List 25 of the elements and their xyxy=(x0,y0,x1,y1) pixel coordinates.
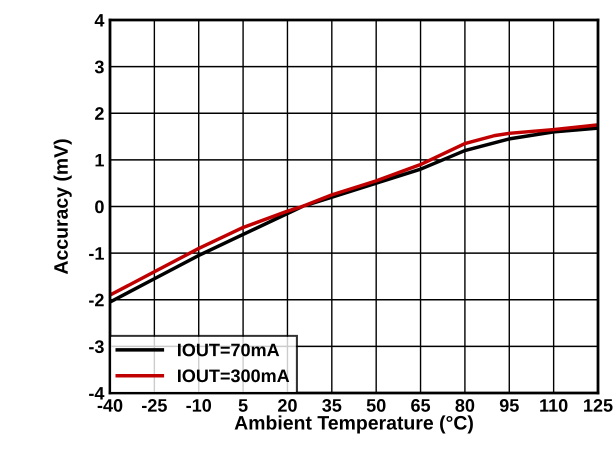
x-tick-label: 5 xyxy=(238,399,248,412)
y-tick-label: 0 xyxy=(95,200,104,214)
y-tick-label: -1 xyxy=(89,247,104,260)
y-tick-label: -2 xyxy=(89,294,104,306)
x-tick-label: 35 xyxy=(322,399,342,412)
x-tick-label: 65 xyxy=(411,399,430,412)
x-tick-label: -10 xyxy=(186,399,212,412)
x-tick-label: -40 xyxy=(98,399,122,412)
legend-label: IOUT=70mA xyxy=(178,344,280,356)
y-axis-title: Accuracy (mV) xyxy=(54,139,72,274)
y-tick-label: 2 xyxy=(95,107,104,120)
x-tick-label: -25 xyxy=(142,399,167,412)
y-tick-label: -3 xyxy=(89,340,104,354)
x-tick-label: 110 xyxy=(540,399,568,412)
x-axis-title: Ambient Temperature (°C) xyxy=(234,415,473,434)
y-tick-label: -4 xyxy=(89,387,104,400)
legend-label: IOUT=300mA xyxy=(178,369,290,382)
x-tick-label: 80 xyxy=(455,399,474,412)
y-tick-label: 4 xyxy=(94,14,104,27)
x-tick-label: 95 xyxy=(500,399,519,412)
y-tick-label: 1 xyxy=(96,154,104,166)
x-tick-label: 50 xyxy=(366,399,386,412)
y-tick-label: 3 xyxy=(94,60,104,74)
x-tick-label: 20 xyxy=(278,399,297,412)
x-tick-label: 125 xyxy=(584,399,613,412)
